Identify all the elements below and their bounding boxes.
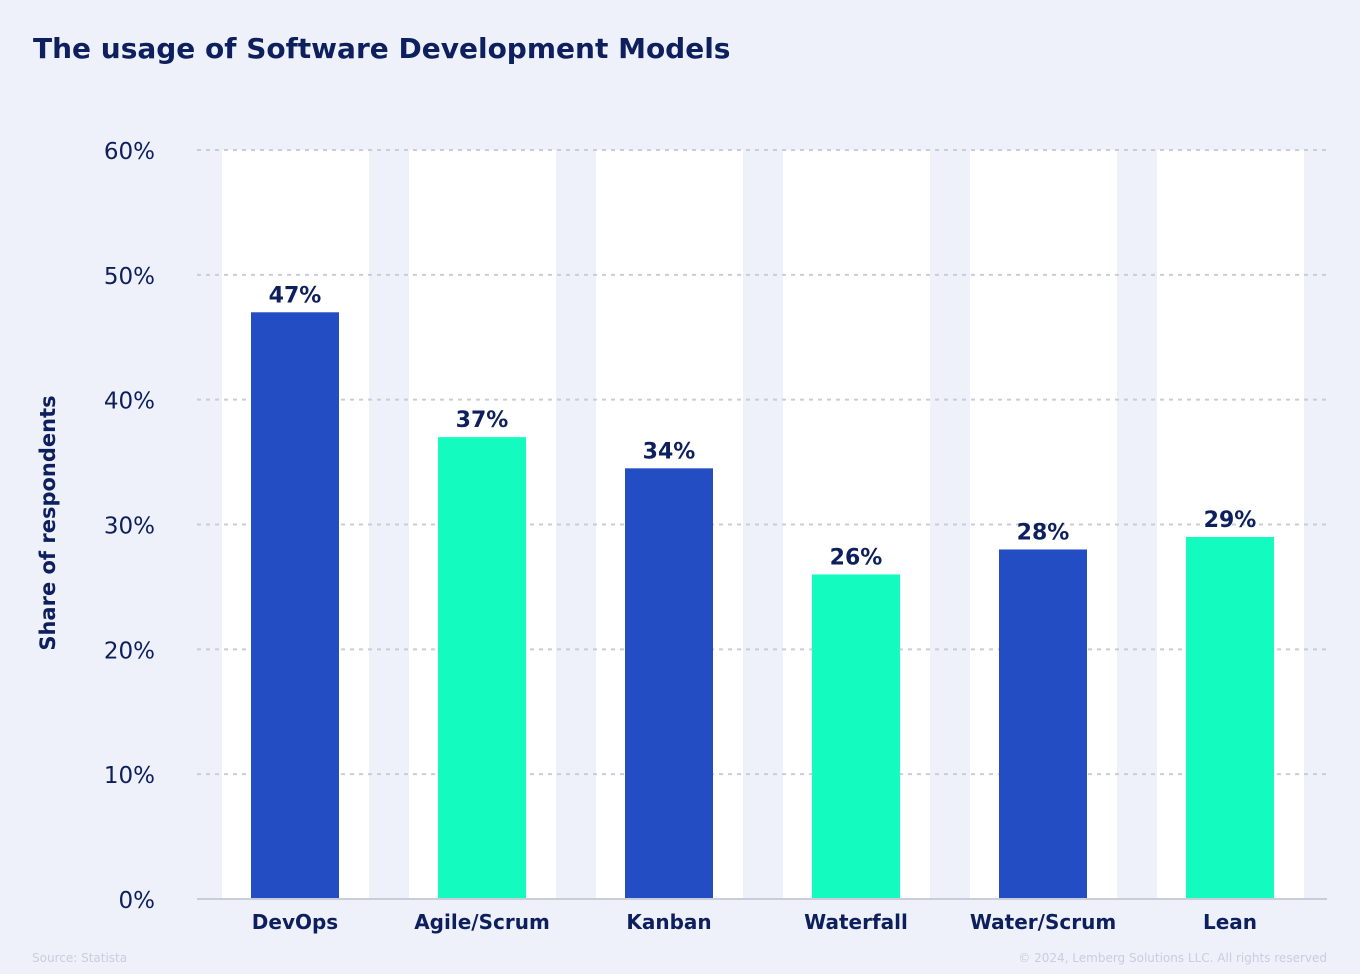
x-tick-label: Water/Scrum	[970, 910, 1116, 934]
y-tick-label: 10%	[104, 763, 155, 789]
y-tick-label: 0%	[119, 888, 156, 914]
y-tick-label: 50%	[104, 264, 155, 290]
y-tick-label: 40%	[104, 389, 155, 415]
bar	[438, 437, 526, 899]
x-tick-label: DevOps	[252, 910, 338, 934]
bar	[625, 468, 713, 899]
chart-title: The usage of Software Development Models	[33, 32, 731, 65]
bar	[251, 312, 339, 899]
y-tick-label: 20%	[104, 638, 155, 664]
y-tick-label: 60%	[104, 139, 155, 165]
data-label: 26%	[830, 545, 883, 570]
data-label: 34%	[643, 439, 696, 464]
data-label: 37%	[456, 408, 509, 433]
data-label: 28%	[1017, 520, 1070, 545]
x-tick-label: Waterfall	[804, 910, 908, 934]
bar	[1186, 536, 1274, 899]
bar	[999, 549, 1087, 899]
data-label: 29%	[1204, 508, 1257, 533]
x-tick-label: Lean	[1203, 910, 1257, 934]
x-tick-label: Agile/Scrum	[414, 910, 550, 934]
source-note: Source: Statista	[32, 951, 128, 965]
data-label: 47%	[269, 283, 322, 308]
y-tick-label: 30%	[104, 514, 155, 540]
copyright-note: © 2024, Lemberg Solutions LLC. All right…	[1018, 951, 1327, 965]
x-tick-label: Kanban	[626, 910, 711, 934]
bar	[812, 574, 900, 899]
